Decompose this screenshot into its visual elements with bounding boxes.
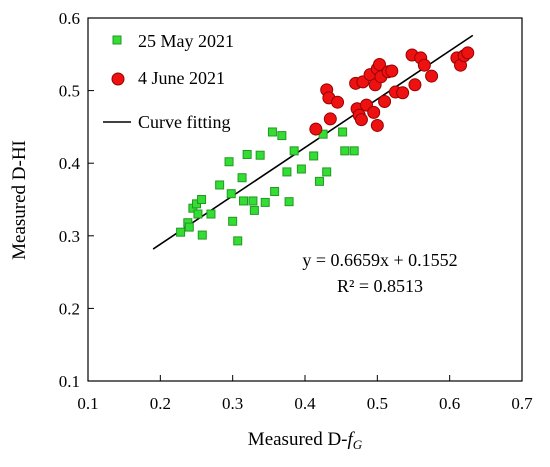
- legend-label-25-may-2021: 25 May 2021: [138, 31, 234, 51]
- data-point-square: [322, 167, 332, 177]
- x-tick-label: 0.6: [439, 394, 460, 413]
- data-point-square: [215, 180, 225, 190]
- data-point-square: [233, 236, 243, 246]
- fit-line: [152, 34, 474, 250]
- data-point-square: [282, 167, 292, 177]
- x-tick-label: 0.1: [77, 394, 98, 413]
- data-point-circle: [370, 118, 384, 132]
- y-tick-label: 0.5: [59, 82, 80, 101]
- data-point-square: [270, 187, 280, 197]
- data-point-square: [338, 127, 348, 137]
- x-axis-ticks: 0.1 0.2 0.3 0.4 0.5 0.6 0.7: [77, 375, 533, 413]
- x-tick-label: 0.4: [294, 394, 316, 413]
- x-axis-label-main: Measured D-: [248, 429, 348, 450]
- r-squared-annotation: R² = 0.8513: [337, 276, 423, 296]
- x-tick-label: 0.7: [511, 394, 533, 413]
- data-point-square: [197, 230, 207, 240]
- x-axis-label-italic: f: [348, 429, 356, 450]
- data-point-square: [309, 151, 319, 161]
- x-tick-label: 0.5: [367, 394, 388, 413]
- y-axis-ticks: 0.1 0.2 0.3 0.4 0.5 0.6: [59, 9, 94, 391]
- data-point-circle: [331, 95, 345, 109]
- data-point-square: [197, 195, 207, 204]
- data-point-square: [289, 146, 299, 156]
- data-point-square: [176, 227, 186, 237]
- data-point-circle: [396, 86, 410, 100]
- y-tick-label: 0.1: [59, 372, 80, 391]
- data-point-square: [249, 205, 259, 215]
- data-point-square: [206, 209, 216, 219]
- data-point-circle: [425, 69, 439, 83]
- data-point-circle: [323, 112, 337, 126]
- legend-marker-4-june-2021: [111, 72, 125, 86]
- data-point-square: [314, 176, 324, 186]
- y-tick-label: 0.3: [59, 227, 80, 246]
- x-tick-label: 0.3: [222, 394, 243, 413]
- legend-label-4-june-2021: 4 June 2021: [138, 68, 225, 88]
- data-point-square: [296, 164, 306, 174]
- legend: 25 May 2021 4 June 2021 Curve fitting: [103, 31, 234, 132]
- y-tick-label: 0.2: [59, 299, 80, 318]
- y-tick-label: 0.6: [59, 9, 80, 28]
- data-point-circle: [309, 122, 323, 136]
- data-point-circle: [378, 94, 392, 108]
- x-axis-label: Measured D-fG: [248, 429, 363, 452]
- legend-marker-25-may-2021: [112, 35, 122, 45]
- data-point-circle: [408, 78, 422, 92]
- series-4-june-2021: [309, 46, 475, 136]
- data-point-square: [349, 146, 359, 156]
- data-point-square: [242, 149, 252, 159]
- equation-annotation: y = 0.6659x + 0.1552: [302, 250, 457, 270]
- data-point-square: [267, 127, 277, 137]
- y-axis-label: Measured D-HI: [9, 140, 30, 260]
- data-point-square: [237, 173, 247, 183]
- data-point-square: [226, 189, 236, 199]
- data-point-square: [224, 157, 234, 167]
- x-tick-label: 0.2: [150, 394, 171, 413]
- data-point-circle: [385, 64, 399, 78]
- data-point-circle: [461, 46, 475, 60]
- data-point-circle: [354, 113, 368, 127]
- legend-label-curve-fitting: Curve fitting: [138, 112, 231, 132]
- data-point-square: [277, 131, 287, 141]
- data-point-square: [228, 216, 238, 226]
- data-point-square: [255, 150, 265, 160]
- data-point-square: [184, 222, 194, 232]
- x-axis-label-subscript: G: [353, 437, 363, 452]
- plot-area-frame: [87, 17, 523, 382]
- y-tick-label: 0.4: [59, 154, 81, 173]
- data-point-circle: [373, 57, 387, 71]
- data-point-square: [193, 209, 203, 219]
- data-point-circle: [367, 105, 381, 119]
- data-point-circle: [417, 58, 431, 72]
- data-point-square: [239, 196, 249, 206]
- data-point-square: [284, 197, 294, 207]
- data-point-square: [260, 197, 270, 207]
- data-point-square: [340, 146, 350, 156]
- data-point-square: [248, 196, 258, 206]
- series-25-may-2021: [176, 127, 359, 246]
